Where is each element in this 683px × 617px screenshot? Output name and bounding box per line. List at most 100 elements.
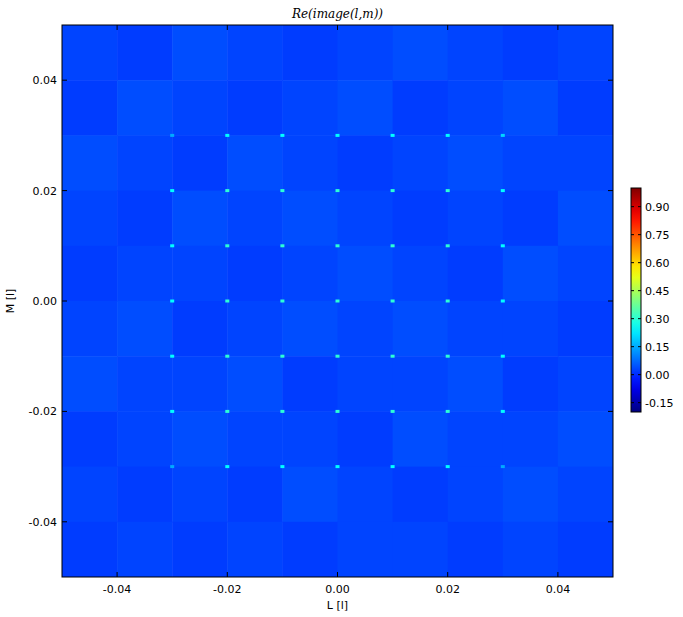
- cell: [338, 467, 394, 523]
- cell: [227, 411, 283, 467]
- cell: [227, 467, 283, 523]
- colorbar-tick: [638, 374, 641, 375]
- cell: [338, 356, 394, 412]
- source: [391, 189, 395, 192]
- source: [170, 300, 174, 303]
- colorbar-tick-label: 0.30: [645, 313, 670, 326]
- cell: [448, 246, 504, 302]
- colorbar-tick: [631, 402, 634, 403]
- cell: [117, 80, 173, 136]
- cell: [172, 191, 228, 247]
- source: [225, 300, 229, 303]
- source: [170, 410, 174, 413]
- cell: [338, 411, 394, 467]
- cell: [448, 25, 504, 81]
- source: [446, 134, 450, 137]
- cell: [393, 246, 449, 302]
- colorbar-tick-label: 0.75: [645, 229, 670, 242]
- source: [170, 465, 174, 468]
- cell: [448, 522, 504, 577]
- source: [446, 189, 450, 192]
- cell: [282, 301, 338, 357]
- y-tick: [62, 190, 67, 191]
- x-tick: [447, 572, 448, 577]
- cell: [448, 467, 504, 523]
- cell: [282, 246, 338, 302]
- cell: [393, 411, 449, 467]
- source: [336, 355, 340, 358]
- y-tick: [608, 521, 613, 522]
- source: [280, 410, 284, 413]
- cell: [62, 25, 118, 81]
- cell: [503, 467, 559, 523]
- cell: [558, 411, 613, 467]
- x-tick-label: -0.04: [103, 583, 131, 596]
- y-tick-label: -0.04: [29, 516, 57, 529]
- cell: [117, 522, 173, 577]
- cell: [448, 191, 504, 247]
- source: [336, 244, 340, 247]
- cell: [448, 135, 504, 191]
- cell: [503, 301, 559, 357]
- cell: [282, 135, 338, 191]
- source: [225, 189, 229, 192]
- x-tick-label: -0.02: [213, 583, 241, 596]
- cell: [227, 356, 283, 412]
- source: [225, 465, 229, 468]
- cell: [558, 522, 613, 577]
- source: [225, 134, 229, 137]
- cell: [227, 522, 283, 577]
- cell: [117, 25, 173, 81]
- cell: [172, 80, 228, 136]
- cell: [117, 467, 173, 523]
- cell: [172, 301, 228, 357]
- cell: [393, 135, 449, 191]
- source: [501, 244, 505, 247]
- cell: [558, 25, 613, 81]
- colorbar-tick: [631, 234, 634, 235]
- colorbar-tick: [638, 206, 641, 207]
- source: [391, 244, 395, 247]
- cell: [558, 356, 613, 412]
- cell: [62, 80, 118, 136]
- cell: [172, 135, 228, 191]
- cell: [62, 522, 118, 577]
- colorbar-tick: [638, 290, 641, 291]
- colorbar-tick-label: 0.60: [645, 257, 670, 270]
- cell: [117, 246, 173, 302]
- source: [501, 300, 505, 303]
- cell: [393, 356, 449, 412]
- y-tick: [608, 301, 613, 302]
- source: [170, 189, 174, 192]
- cell: [227, 246, 283, 302]
- source: [280, 189, 284, 192]
- colorbar-tick: [638, 402, 641, 403]
- cell: [338, 522, 394, 577]
- source: [391, 134, 395, 137]
- source: [280, 244, 284, 247]
- source: [336, 134, 340, 137]
- cell: [117, 411, 173, 467]
- cell: [282, 191, 338, 247]
- cell: [393, 80, 449, 136]
- colorbar: [631, 188, 641, 412]
- cell: [282, 467, 338, 523]
- x-tick: [117, 572, 118, 577]
- title: Re(image(l,m)): [291, 7, 383, 21]
- cell: [503, 246, 559, 302]
- source: [280, 355, 284, 358]
- cell: [503, 191, 559, 247]
- cell: [558, 135, 613, 191]
- cell: [282, 411, 338, 467]
- cell: [62, 191, 118, 247]
- cell: [558, 191, 613, 247]
- cell: [448, 356, 504, 412]
- cell: [338, 135, 394, 191]
- cell: [338, 80, 394, 136]
- frame: [62, 25, 613, 577]
- x-tick-label: 0.02: [435, 583, 460, 596]
- cell: [62, 135, 118, 191]
- y-axis-label: M [l]: [4, 289, 17, 314]
- colorbar-tick: [638, 234, 641, 235]
- colorbar-tick-label: -0.15: [645, 397, 673, 410]
